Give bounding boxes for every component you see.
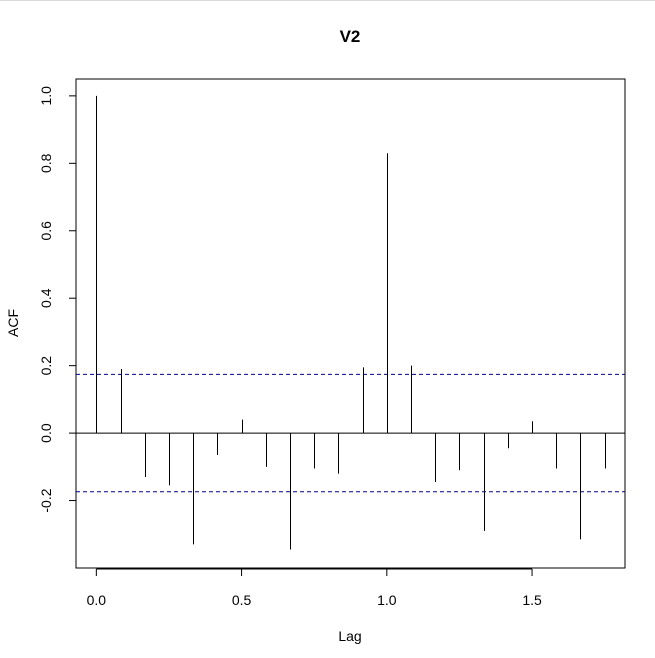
x-tick-label: 0.0 [87,592,107,608]
y-tick-label: 0.2 [38,356,54,376]
acf-bars [96,95,606,550]
y-axis-label: ACF [5,309,21,337]
y-tick-label: 1.0 [38,86,54,106]
y-tick-label: 0.0 [38,423,54,443]
x-tick-label: 0.5 [232,592,252,608]
y-tick-label: 0.4 [38,288,54,308]
axes: 0.0 0.5 1.0 1.5 -0.2 0.0 0.2 0.4 0.6 0.8 1.0 [38,86,625,608]
x-axis-label: Lag [338,628,361,644]
chart-title: V2 [340,27,361,46]
x-tick-label: 1.0 [377,592,397,608]
y-tick-label: 0.6 [38,221,54,241]
y-tick-label: -0.2 [38,488,54,512]
y-tick-label: 0.8 [38,153,54,173]
confidence-bands [76,373,625,493]
x-tick-label: 1.5 [522,592,542,608]
window-top-border [0,0,655,1]
plot-frame [75,78,626,569]
